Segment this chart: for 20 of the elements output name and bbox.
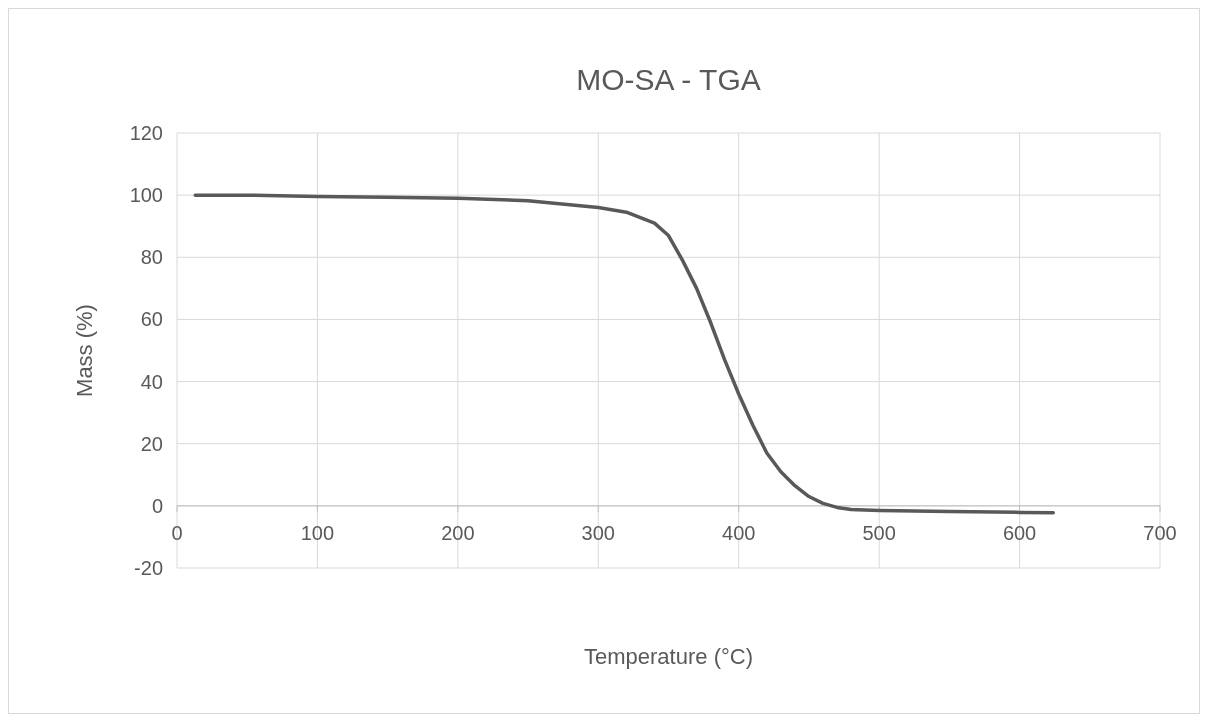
y-tick-label: 60 [140,308,163,331]
chart-title: MO-SA - TGA [576,63,761,96]
y-tick-label: 120 [129,122,163,144]
x-tick-label: 500 [862,521,896,544]
y-tick-label: 20 [140,432,163,455]
y-tick-label: 80 [140,246,163,269]
y-tick-label: -20 [134,557,163,579]
x-tick-label: 400 [722,521,756,544]
y-tick-label: 40 [140,370,163,393]
x-tick-label: 200 [441,521,475,544]
line-series [193,193,1056,515]
x-tick-label: 0 [171,521,183,544]
x-axis-title: Temperature (°C) [584,644,753,669]
y-axis-title: Mass (%) [72,304,97,397]
x-tick-label: 300 [581,521,615,544]
x-tick-label: 100 [300,521,335,544]
y-tick-label: 100 [129,184,163,207]
y-tick-label: 0 [151,494,163,517]
x-tick-label: 600 [1002,521,1037,544]
x-tick-label: 700 [1143,521,1177,544]
